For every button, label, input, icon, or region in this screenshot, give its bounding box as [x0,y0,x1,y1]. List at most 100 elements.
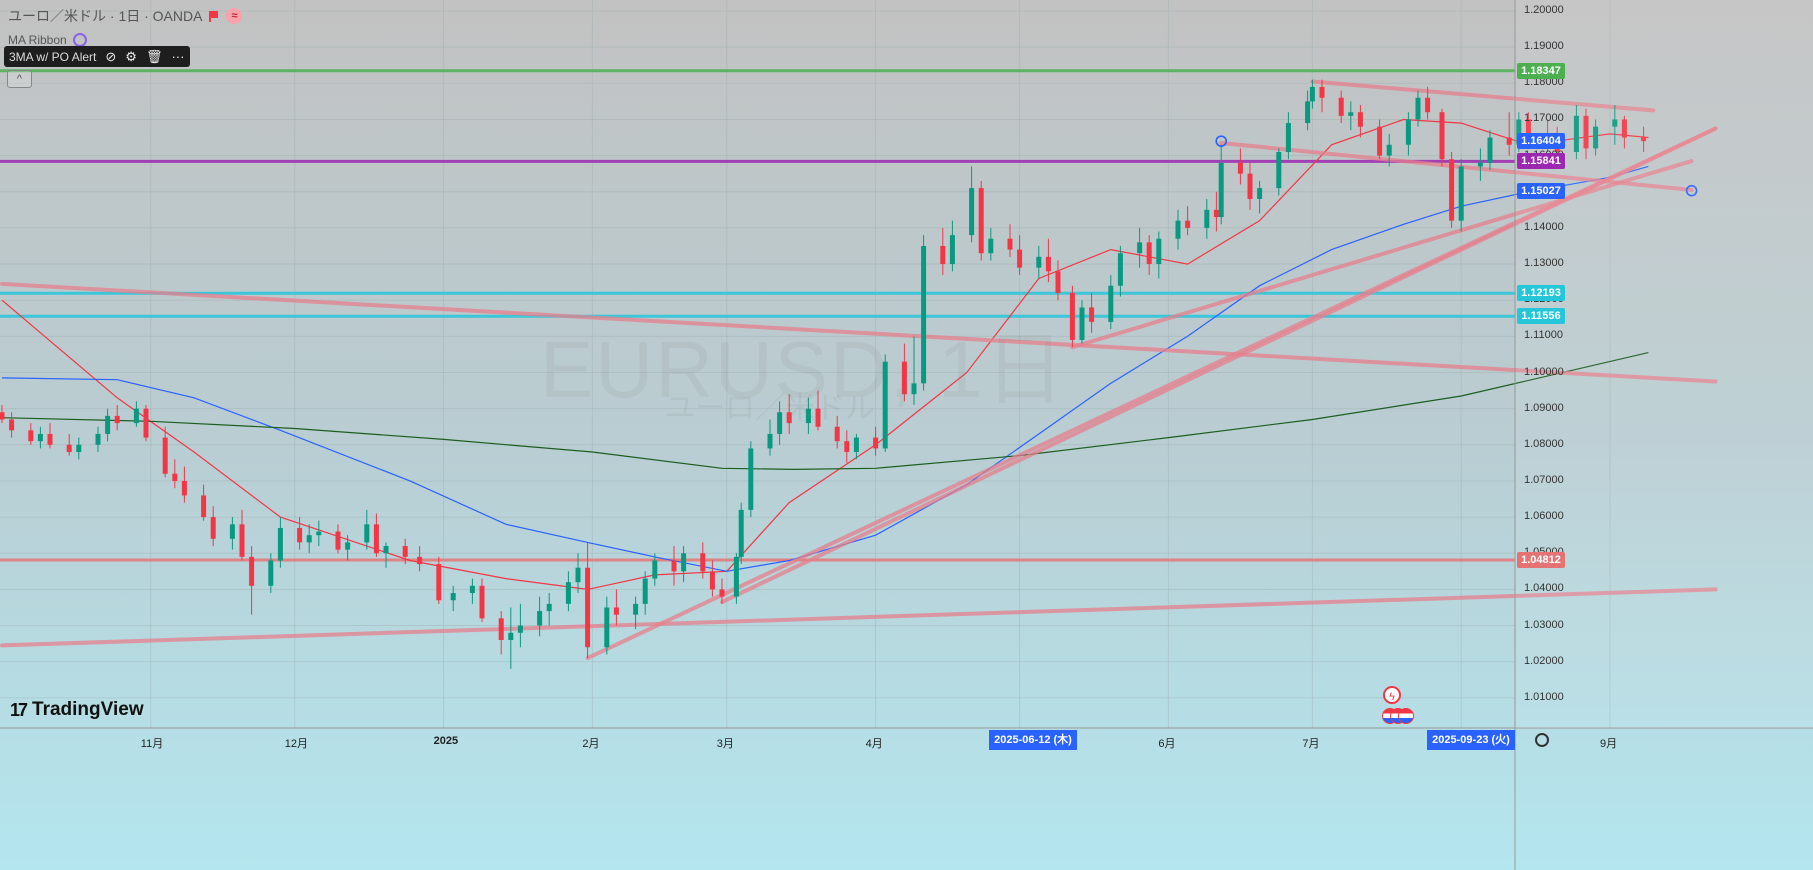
candle-body [172,473,178,481]
candle-body [1439,112,1445,160]
eye-off-icon[interactable]: ⊘ [105,49,117,64]
candle-body [844,441,850,453]
flag-icon[interactable] [208,10,220,22]
candle-body [585,567,591,648]
chart-title[interactable]: ユーロ／米ドル · 1日 · OANDA [8,8,203,24]
candle-body [249,556,255,586]
candle-body [335,531,341,550]
candle-body [949,235,955,265]
time-tick-label: 4月 [865,738,883,750]
time-tick-label: 9月 [1600,738,1618,750]
price-tag: 1.04812 [1517,552,1565,569]
symbol-watermark: EURUSD, 1日 [540,325,1067,414]
price-tag: 1.11556 [1517,308,1565,325]
candle-body [1117,253,1123,286]
candle-body [1377,126,1383,156]
candle-body [66,444,72,453]
trendline [1070,159,1694,350]
candle-body [604,607,610,648]
candle-body [1108,285,1114,322]
candle-body [201,495,207,518]
3ma-indicator-label[interactable]: 3MA w/ PO Alert [9,49,97,64]
candle-body [1276,151,1282,189]
ma-ribbon-row[interactable]: MA Ribbon [8,33,87,47]
candle-body [133,408,139,424]
price-tick-label: 1.14000 [1524,220,1564,233]
price-tick-label: 1.09000 [1524,401,1564,414]
trendlines [0,79,1718,661]
time-tick-label: 2月 [582,738,600,750]
chart-header: ユーロ／米ドル · 1日 · OANDA ≈ [8,6,243,26]
time-tick-label: 3月 [716,738,734,750]
candle-body [1247,173,1253,199]
trendline [0,281,1718,384]
settings-icon[interactable]: ⚙ [125,49,137,64]
candle-body [306,535,312,543]
tradingview-wordmark: TradingView [32,699,144,720]
candle-body [508,632,514,641]
candle-body [1405,119,1411,145]
candle-body [642,578,648,604]
candle-body [1425,97,1431,113]
candle-body [1204,209,1210,228]
candle-body [546,603,552,612]
price-tick-label: 1.07000 [1524,473,1564,486]
moving-average-line [1,165,1649,572]
candle-body [1641,137,1647,142]
trendline [720,126,1718,605]
economic-events-icon[interactable] [1382,708,1418,725]
candle-body [1573,115,1579,152]
trendline [1310,79,1656,113]
candle-body [1348,112,1354,116]
wave-icon[interactable]: ≈ [226,8,243,24]
tradingview-mark: 17 [10,699,28,720]
candle-body [1477,162,1483,167]
candle-body [364,524,370,543]
time-tick-label: 6月 [1158,738,1176,750]
price-tag: 1.16404 [1517,132,1565,149]
candle-body [969,188,975,236]
candle-body [1285,123,1291,152]
moving-average-line [1,352,1649,471]
candle-body [268,560,274,586]
candle-body [517,625,523,633]
candle-body [47,433,53,445]
more-icon[interactable]: ··· [171,49,185,64]
collapse-legend-button[interactable]: ^ [7,70,32,88]
indicator-toolbar[interactable]: 3MA w/ PO Alert ⊘ ⚙ 🗑 ··· [4,46,190,67]
candle-body [1036,256,1042,268]
candle-body [373,524,379,554]
name-watermark: ユーロ／米ドル [665,392,875,425]
candle-body [613,607,619,615]
candle-body [1357,112,1363,127]
candle-body [345,542,351,550]
candle-body [652,560,658,579]
ma-ribbon-label[interactable]: MA Ribbon [8,33,67,47]
price-tag: 1.18347 [1517,62,1565,79]
axis-settings-icon[interactable] [1535,733,1549,747]
candle-body [748,448,754,510]
candle-body [901,361,907,395]
tradingview-logo[interactable]: 17 TradingView [10,699,144,721]
candle-body [1458,166,1464,221]
trendline [1219,140,1694,192]
lightning-icon[interactable]: ϟ [1383,686,1401,704]
candle-body [565,582,571,604]
candle-body [911,383,917,395]
trash-icon[interactable]: 🗑 [145,49,163,64]
candle-body [1621,119,1627,138]
candle-body [1156,238,1162,265]
price-tick-label: 1.10000 [1524,365,1564,378]
candle-body [873,437,879,449]
candle-body [1007,238,1013,250]
price-tick-label: 1.18000 [1524,76,1564,89]
candle-body [733,556,739,597]
candle-body [1487,137,1493,163]
anchor-marker [1215,135,1227,147]
candle-body [417,556,423,565]
price-tick-label: 1.03000 [1524,618,1564,631]
candle-body [1218,162,1224,218]
sync-icon[interactable] [72,33,87,47]
